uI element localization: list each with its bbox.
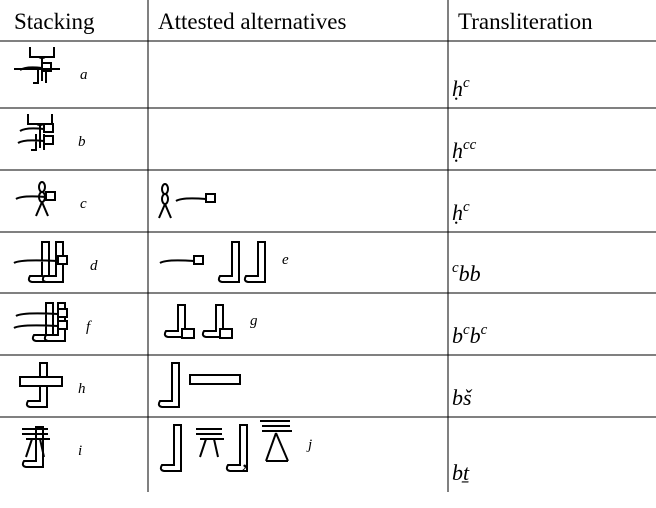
transliteration: bš	[452, 385, 473, 410]
alternatives-separator: ,	[242, 447, 248, 472]
glyph-stroke	[159, 424, 182, 472]
transliteration-sup: c	[452, 260, 459, 276]
transliteration-text: b	[452, 323, 463, 348]
transliteration-sup: c	[481, 322, 488, 338]
transliteration: ḥcc	[452, 137, 477, 163]
glyph-stroke	[57, 308, 68, 318]
transliteration-sup: c	[463, 75, 470, 91]
glyph-stroke	[189, 374, 241, 385]
glyph-stroke	[22, 428, 50, 458]
stacking-note: i	[78, 443, 82, 459]
transliteration-sup: c	[463, 322, 470, 338]
stacking-note: d	[90, 258, 98, 274]
glyph-stroke	[41, 241, 64, 283]
header-cell: Transliteration	[458, 9, 593, 34]
header-cell: Stacking	[14, 9, 95, 34]
glyph-stroke	[25, 362, 48, 408]
glyph-stroke	[225, 424, 248, 472]
stacking-note: b	[78, 134, 86, 150]
transliteration-text: bṯ	[452, 460, 470, 485]
glyph-stroke	[43, 123, 54, 133]
glyph-stroke	[15, 195, 47, 200]
glyph-stroke	[159, 259, 195, 264]
glyph-stroke	[181, 328, 195, 339]
header-cell: Attested alternatives	[158, 9, 346, 34]
stacking-note: a	[80, 67, 88, 83]
glyph-stroke	[21, 426, 44, 468]
glyph-stroke	[161, 193, 169, 205]
glyph-stroke	[57, 320, 68, 330]
glyph-stroke	[15, 312, 59, 317]
glyph-stroke	[196, 428, 224, 458]
glyph-stroke	[193, 255, 204, 265]
transliteration-text: ḥ	[452, 138, 463, 163]
glyph-stroke	[217, 241, 240, 283]
glyph-stroke	[38, 181, 46, 193]
glyph-stroke	[243, 241, 266, 283]
stacking-note: c	[80, 196, 87, 212]
stacking-note: f	[86, 319, 92, 335]
transliteration: ḥc	[452, 199, 470, 225]
transliteration: ḥc	[452, 75, 470, 101]
transliteration-text: bb	[459, 261, 481, 286]
glyph-stroke	[19, 127, 45, 132]
glyph-stroke	[157, 362, 180, 408]
transliteration-text: ḥ	[452, 200, 463, 225]
alternatives-note: g	[250, 313, 258, 329]
glyph-stroke	[43, 135, 54, 145]
transliteration-sup: cc	[463, 137, 477, 153]
glyph-stroke	[201, 304, 224, 338]
transliteration-sup: c	[463, 199, 470, 215]
glyph-stroke	[41, 62, 52, 72]
glyph-stroke	[175, 197, 207, 202]
stacking-note: h	[78, 381, 86, 397]
glyph-stroke	[19, 376, 63, 387]
glyph-stroke	[31, 302, 54, 342]
transliteration: cbb	[452, 260, 481, 286]
glyph-stroke	[219, 328, 233, 339]
glyph-stroke	[13, 324, 59, 329]
glyph-stroke	[158, 203, 172, 219]
glyph-stroke	[260, 420, 292, 462]
transliteration-text: b	[470, 323, 481, 348]
alternatives-note: j	[306, 437, 312, 453]
transliteration: bṯ	[452, 460, 470, 485]
glyph-stroke	[35, 201, 49, 217]
glyph-stroke	[57, 255, 68, 265]
glyph-stroke	[27, 241, 50, 283]
glyph-stroke	[161, 183, 169, 195]
glyph-stroke	[45, 191, 56, 201]
glyph-stroke	[13, 259, 59, 264]
transliteration-text: ḥ	[452, 76, 463, 101]
transliteration: bcbc	[452, 322, 488, 348]
glyph-stroke	[205, 193, 216, 203]
glyph-stroke	[17, 139, 45, 144]
transliteration-text: bš	[452, 385, 473, 410]
alternatives-note: e	[282, 252, 289, 268]
glyph-stroke	[163, 304, 186, 338]
